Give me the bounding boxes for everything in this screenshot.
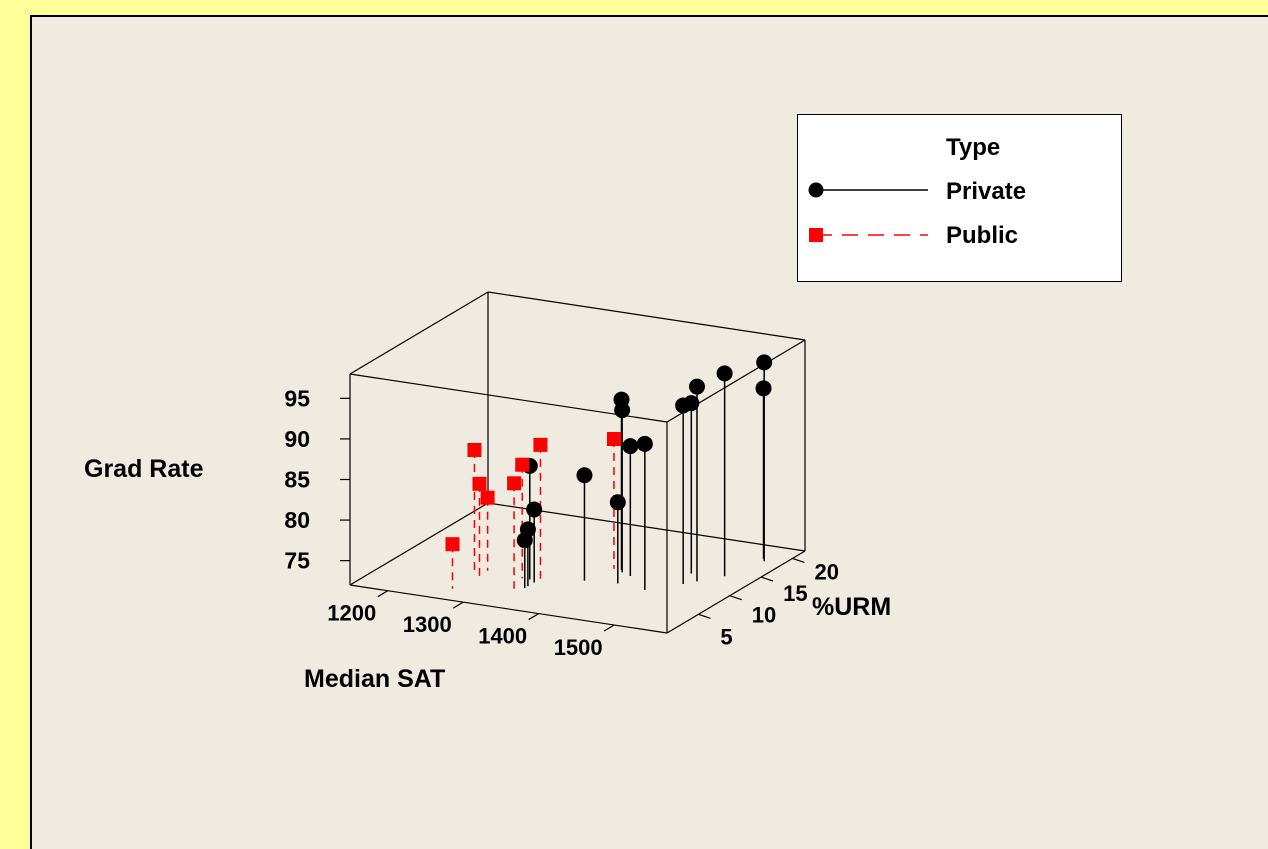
private-point bbox=[675, 397, 692, 414]
box-edge-HE bbox=[349, 291, 489, 375]
y-tick-mark bbox=[760, 576, 774, 582]
x-tick-mark bbox=[452, 601, 464, 609]
public-point bbox=[467, 442, 482, 457]
x-tick-mark bbox=[377, 590, 389, 598]
private-point bbox=[576, 467, 593, 484]
axis-labels: Grad Rate Median SAT %URM bbox=[84, 455, 891, 693]
z-tick-label: 75 bbox=[284, 548, 310, 574]
private-point bbox=[622, 438, 639, 455]
x-tick-mark bbox=[528, 613, 539, 621]
public-point bbox=[507, 476, 522, 491]
bounding-box bbox=[349, 291, 806, 634]
private-point bbox=[526, 501, 543, 518]
private-point bbox=[516, 532, 533, 549]
public-point bbox=[606, 431, 621, 446]
legend: Type Private Public bbox=[797, 114, 1122, 282]
x-tick-label: 1300 bbox=[403, 612, 452, 637]
z-tick-label: 90 bbox=[284, 426, 310, 452]
legend-private-marker bbox=[808, 182, 824, 198]
private-point bbox=[609, 494, 626, 511]
x-tick-label: 1200 bbox=[327, 601, 376, 626]
legend-title: Type bbox=[946, 134, 1000, 161]
z-tick-label: 80 bbox=[284, 507, 310, 533]
y-tick-mark bbox=[792, 557, 805, 564]
y-tick-label: 15 bbox=[783, 581, 807, 606]
private-point bbox=[636, 435, 653, 452]
private-point bbox=[614, 402, 631, 419]
private-point bbox=[688, 378, 705, 395]
box-edge-GH bbox=[487, 291, 806, 341]
y-tick-label: 10 bbox=[752, 603, 776, 628]
box-edge-DA bbox=[349, 502, 489, 586]
box-edge-EF bbox=[349, 373, 668, 423]
private-point bbox=[716, 365, 733, 382]
public-point bbox=[480, 490, 495, 505]
z-axis-label: Grad Rate bbox=[84, 455, 204, 483]
private-point bbox=[755, 380, 772, 397]
legend-private-label: Private bbox=[946, 178, 1026, 205]
y-axis-label: %URM bbox=[812, 593, 891, 621]
x-tick-mark bbox=[603, 624, 615, 632]
public-point bbox=[515, 457, 530, 472]
box-edge-BC bbox=[666, 550, 806, 634]
x-axis-label: Median SAT bbox=[304, 665, 445, 693]
z-tick-label: 85 bbox=[284, 467, 310, 493]
legend-public-label: Public bbox=[946, 222, 1018, 249]
axis-ticks: 1200 1300 1400 1500 5 10 15 20 75 80 85 90 95 bbox=[284, 385, 839, 660]
public-point bbox=[533, 437, 548, 452]
public-point bbox=[472, 476, 487, 491]
y-tick-label: 20 bbox=[814, 559, 838, 584]
chart-frame: 1200 1300 1400 1500 5 10 15 20 75 80 85 90 95 Grad R… bbox=[30, 15, 1268, 849]
data-markers bbox=[445, 354, 773, 552]
chart-3d-scatter: 1200 1300 1400 1500 5 10 15 20 75 80 85 90 95 Grad R… bbox=[84, 291, 891, 693]
x-tick-label: 1500 bbox=[554, 635, 603, 660]
legend-public-marker bbox=[809, 228, 823, 242]
private-point bbox=[756, 354, 773, 371]
public-point bbox=[445, 537, 460, 552]
y-tick-mark bbox=[729, 595, 742, 601]
x-tick-label: 1400 bbox=[478, 624, 527, 649]
y-tick-mark bbox=[698, 613, 711, 619]
z-tick-label: 95 bbox=[284, 385, 310, 411]
y-tick-label: 5 bbox=[720, 624, 732, 649]
